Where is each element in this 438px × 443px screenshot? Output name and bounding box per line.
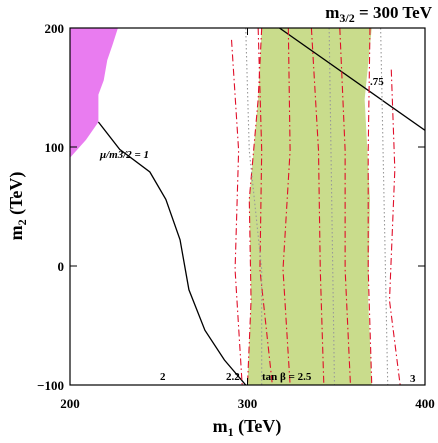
- annotation: .75: [370, 76, 384, 88]
- annotation: μ/m3/2 = 1: [99, 149, 149, 161]
- region: [70, 28, 118, 158]
- title-base: m: [325, 3, 339, 22]
- y-axis-label: m2 (TeV): [6, 172, 29, 241]
- x-tick-label: 300: [238, 396, 258, 411]
- y-tick-label: 100: [45, 140, 65, 155]
- regions: [70, 28, 372, 385]
- ticks: 200 300 400 −100 0 100 200: [37, 21, 435, 411]
- annotation: tan β = 2.5: [262, 371, 312, 383]
- x-label-sub: 1: [228, 425, 234, 439]
- title-sub: 3/2: [339, 11, 354, 25]
- y-tick-label: −100: [37, 378, 64, 393]
- y-label-base: m: [6, 225, 26, 240]
- contour-line: [230, 39, 243, 385]
- chart-title: m3/2 = 300 TeV: [325, 3, 432, 25]
- contour-line: [367, 28, 373, 385]
- contour-line: [282, 28, 291, 385]
- x-tick-label: 200: [60, 396, 80, 411]
- contour-line: [388, 69, 401, 385]
- contour-line: [279, 28, 425, 131]
- x-label-base: m: [213, 416, 228, 436]
- x-axis-label: m1 (TeV): [213, 416, 282, 439]
- x-tick-label: 400: [415, 396, 435, 411]
- annotation: 2.2: [226, 371, 240, 383]
- contour-line: [246, 28, 263, 385]
- contour-line: [97, 121, 247, 385]
- contours: [97, 28, 425, 385]
- y-tick-label: 200: [45, 21, 65, 36]
- contour-line: [310, 28, 325, 385]
- y-tick-label: 0: [58, 259, 65, 274]
- annotation: 3: [410, 373, 416, 385]
- y-label-rest: (TeV): [6, 172, 27, 220]
- region: [247, 28, 372, 385]
- title-rest: = 300 TeV: [355, 3, 433, 22]
- contour-line: [245, 28, 263, 385]
- contour-line: [257, 28, 273, 385]
- y-label-sub: 2: [15, 219, 29, 225]
- contour-line: [339, 28, 351, 385]
- annotation: 2: [160, 371, 166, 383]
- x-label-rest: (TeV): [234, 416, 282, 437]
